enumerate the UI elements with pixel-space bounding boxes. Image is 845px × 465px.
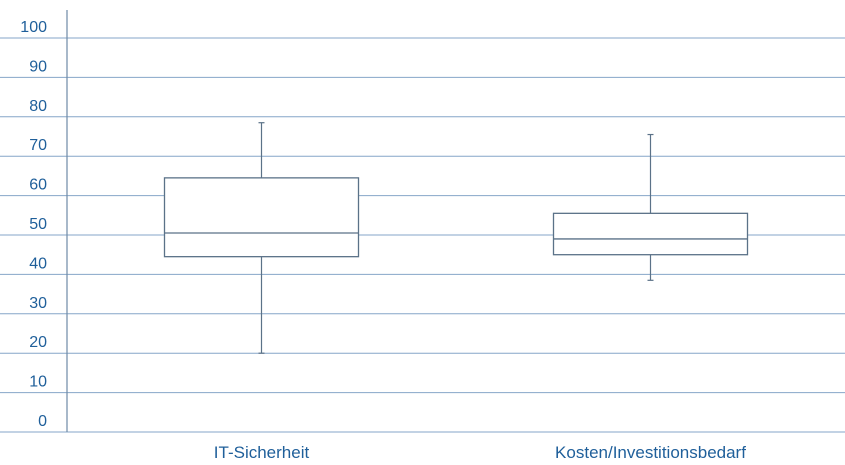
box-series (163, 122, 749, 354)
y-tick-label: 50 (29, 216, 47, 233)
y-tick-label: 10 (29, 374, 47, 391)
box-2 (552, 133, 749, 281)
y-tick-label: 20 (29, 334, 47, 351)
y-tick-label: 30 (29, 295, 47, 312)
y-tick-label: 60 (29, 177, 47, 194)
category-label: Kosten/Investitionsbedarf (555, 443, 746, 462)
gridlines (0, 37, 845, 433)
y-tick-label: 80 (29, 98, 47, 115)
iqr-box (163, 177, 360, 258)
y-tick-label: 100 (20, 19, 47, 36)
y-tick-labels: 0 10 20 30 40 50 60 70 80 90 100 (20, 19, 47, 430)
y-tick-label: 70 (29, 137, 47, 154)
y-tick-label: 40 (29, 255, 47, 272)
category-labels: IT-Sicherheit Kosten/Investitionsbedarf (214, 443, 746, 462)
y-tick-label: 0 (38, 413, 47, 430)
category-label: IT-Sicherheit (214, 443, 310, 462)
iqr-box (552, 212, 749, 256)
box-1 (163, 122, 360, 354)
y-tick-label: 90 (29, 58, 47, 75)
